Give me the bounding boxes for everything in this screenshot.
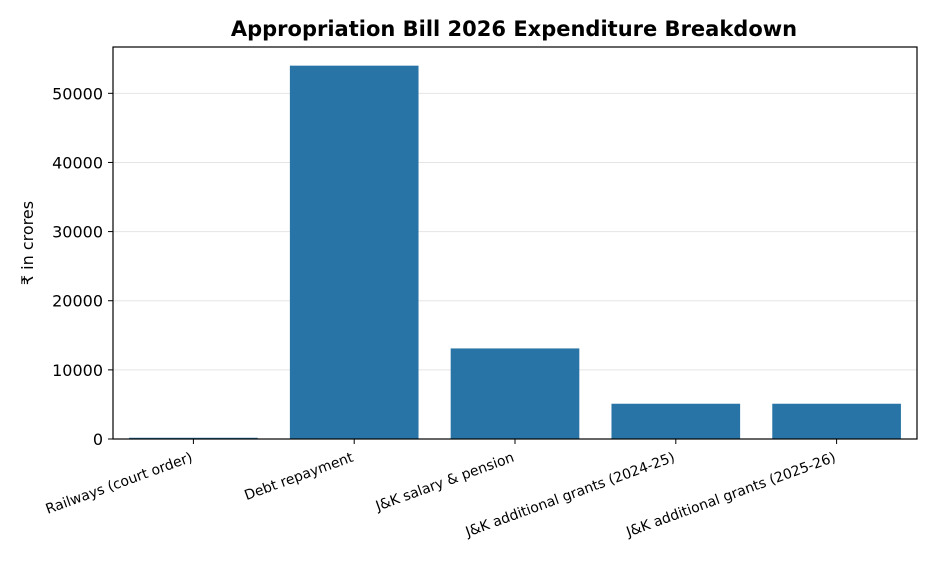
bar <box>129 437 258 439</box>
y-axis-ticks: 0 10000 20000 30000 40000 50000 <box>52 84 113 449</box>
y-tick-label: 50000 <box>52 84 103 103</box>
y-tick-label: 40000 <box>52 153 103 172</box>
y-tick-label: 0 <box>93 430 103 449</box>
bars <box>129 65 901 440</box>
x-tick-label: J&K salary & pension <box>373 450 516 515</box>
x-tick-label: Railways (court order) <box>44 450 195 518</box>
y-axis-label: ₹ in crores <box>18 201 37 285</box>
bar <box>772 403 901 439</box>
bar <box>611 403 741 439</box>
bar <box>450 348 580 439</box>
bar <box>289 65 419 440</box>
y-tick-label: 30000 <box>52 223 103 242</box>
chart-title: Appropriation Bill 2026 Expenditure Brea… <box>231 17 797 41</box>
y-tick-label: 10000 <box>52 361 103 380</box>
x-axis-ticks: Railways (court order) Debt repayment J&K … <box>44 439 838 541</box>
x-tick-label: Debt repayment <box>242 450 356 504</box>
y-tick-label: 20000 <box>52 292 103 311</box>
